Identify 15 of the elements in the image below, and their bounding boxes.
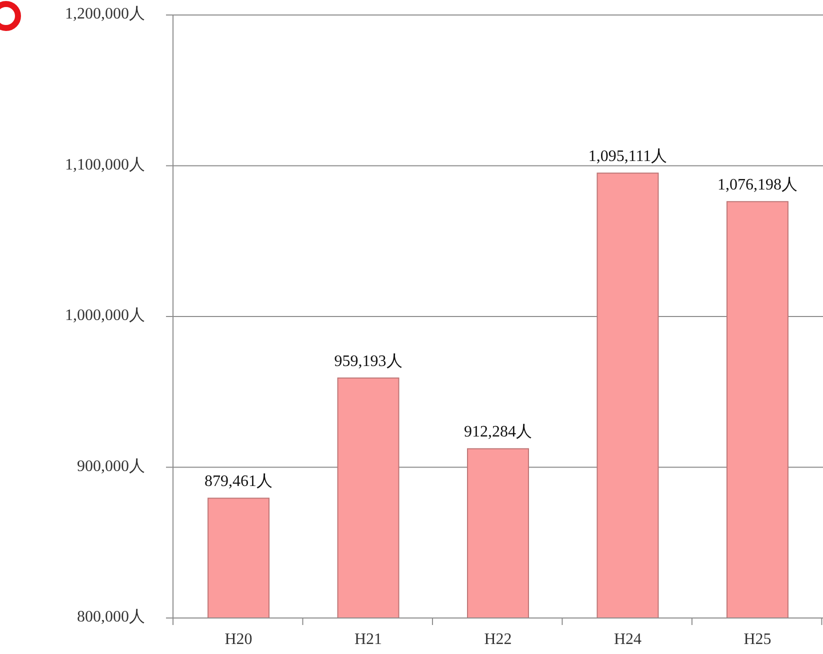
data-label: 1,076,198人 xyxy=(717,176,798,194)
y-tick-label: 1,200,000人 xyxy=(65,6,145,23)
x-tick-label: H22 xyxy=(484,631,512,648)
data-label: 959,193人 xyxy=(334,353,402,370)
data-label: 912,284人 xyxy=(464,424,532,441)
y-tick-label: 1,000,000人 xyxy=(65,307,145,324)
y-tick-label: 800,000人 xyxy=(77,608,145,626)
data-label: 879,461人 xyxy=(204,473,273,490)
y-tick-label: 1,100,000人 xyxy=(65,156,145,174)
x-tick-label: H21 xyxy=(354,631,382,648)
data-label: 1,095,111人 xyxy=(588,148,668,166)
y-tick-label: 900,000人 xyxy=(77,458,145,475)
x-tick-label: H24 xyxy=(614,631,642,648)
x-tick-label: H25 xyxy=(744,631,772,648)
x-tick-label: H20 xyxy=(224,631,252,648)
